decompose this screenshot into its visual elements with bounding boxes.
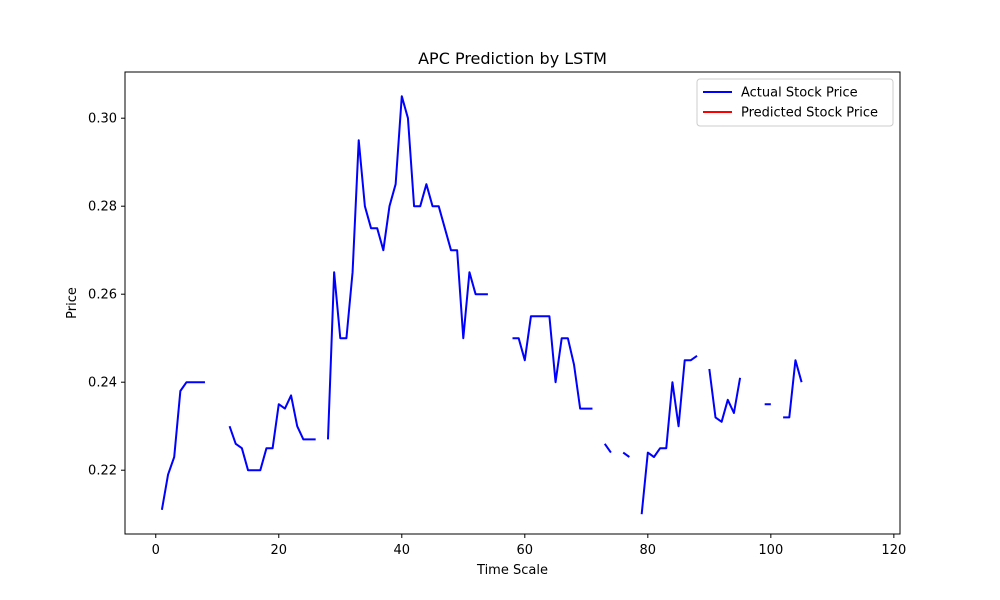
y-tick-label: 0.22 bbox=[88, 464, 117, 479]
axes-frame bbox=[124, 71, 901, 535]
x-tick-label: 40 bbox=[394, 543, 411, 558]
legend-label: Predicted Stock Price bbox=[741, 106, 878, 121]
series-line bbox=[160, 95, 803, 515]
legend-label: Actual Stock Price bbox=[741, 86, 858, 101]
x-tick-label: 120 bbox=[881, 543, 906, 558]
y-axis-label: Price bbox=[65, 287, 80, 319]
y-tick-label: 0.26 bbox=[88, 288, 117, 303]
y-tick-label: 0.30 bbox=[88, 112, 117, 127]
x-tick-label: 0 bbox=[152, 543, 160, 558]
legend: Actual Stock Price Predicted Stock Price bbox=[696, 78, 894, 127]
chart-title: APC Prediction by LSTM bbox=[418, 49, 607, 68]
x-tick-label: 60 bbox=[517, 543, 534, 558]
series-layer bbox=[160, 95, 803, 515]
y-tick-label: 0.24 bbox=[88, 376, 117, 391]
x-tick-label: 20 bbox=[270, 543, 287, 558]
x-axis: 0 20 40 60 80 100 120 bbox=[152, 534, 906, 558]
y-axis: 0.22 0.24 0.26 0.28 0.30 bbox=[88, 112, 125, 479]
x-tick-label: 100 bbox=[758, 543, 783, 558]
y-tick-label: 0.28 bbox=[88, 200, 117, 215]
x-tick-label: 80 bbox=[640, 543, 657, 558]
legend-box bbox=[696, 78, 894, 127]
x-axis-label: Time Scale bbox=[476, 563, 548, 578]
